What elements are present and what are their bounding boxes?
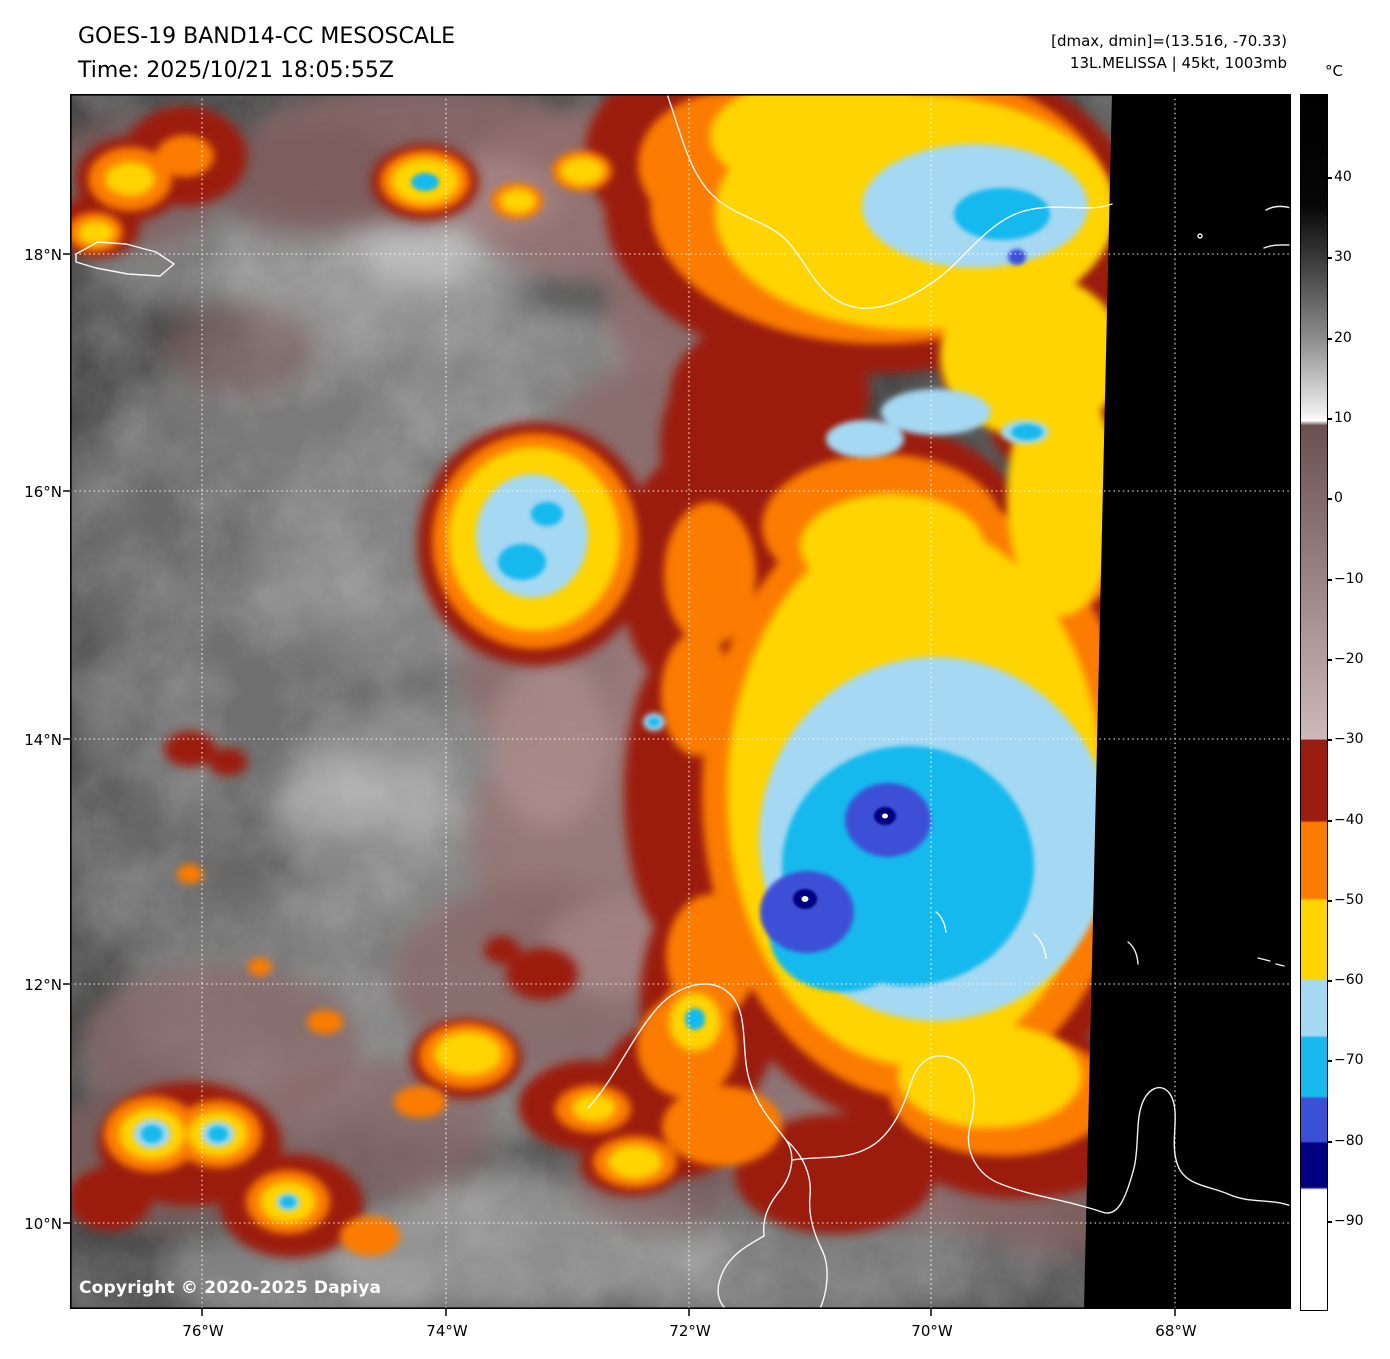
lon-label-72w: 72°W bbox=[669, 1322, 711, 1340]
colorbar-tick-m30: −30 bbox=[1327, 731, 1364, 747]
coastline-puerto-rico-north bbox=[1265, 205, 1291, 211]
colorbar-unit: °C bbox=[1325, 62, 1343, 80]
colorbar-tick-30: 30 bbox=[1327, 249, 1352, 265]
coastline-guajira-venezuela bbox=[587, 983, 793, 1237]
coastline-hispaniola-south bbox=[666, 94, 1113, 309]
info-block: [dmax, dmin]=(13.516, -70.33) 13L.MELISS… bbox=[1051, 30, 1287, 74]
colorbar-tick-m40: −40 bbox=[1327, 812, 1364, 828]
copyright: Copyright © 2020-2025 Dapiya bbox=[79, 1278, 382, 1298]
colorbar-tick-m90: −90 bbox=[1327, 1213, 1364, 1229]
coastline-maracaibo-west bbox=[717, 1235, 765, 1309]
coastline-maracaibo-east bbox=[785, 1139, 828, 1309]
colorbar-tick-m60: −60 bbox=[1327, 972, 1364, 988]
island-bonaire bbox=[1127, 941, 1139, 965]
scan-edge-black-band bbox=[1084, 94, 1291, 1309]
title-block: GOES-19 BAND14-CC MESOSCALE Time: 2025/1… bbox=[78, 20, 455, 88]
islands-los-roques bbox=[1257, 957, 1285, 967]
lon-label-76w: 76°W bbox=[182, 1322, 224, 1340]
coastline-puerto-rico-south bbox=[1263, 244, 1291, 249]
colorbar bbox=[1300, 94, 1328, 1311]
coastlines bbox=[75, 94, 1291, 1309]
colorbar-tick-m80: −80 bbox=[1327, 1133, 1364, 1149]
coastline-venezuela-east bbox=[791, 1055, 1291, 1214]
colorbar-gradient bbox=[1301, 95, 1327, 1310]
island-curacao bbox=[1033, 933, 1047, 959]
lat-label-14n: 14°N bbox=[24, 731, 62, 749]
colorbar-tick-m10: −10 bbox=[1327, 571, 1364, 587]
storm-info: 13L.MELISSA | 45kt, 1003mb bbox=[1069, 54, 1287, 72]
lon-label-70w: 70°W bbox=[911, 1322, 953, 1340]
axis-ticks bbox=[63, 253, 1176, 1316]
colorbar-tick-m20: −20 bbox=[1327, 651, 1364, 667]
island-mona bbox=[1197, 233, 1203, 239]
lon-label-74w: 74°W bbox=[426, 1322, 468, 1340]
colorbar-tick-20: 20 bbox=[1327, 330, 1352, 346]
grid-lines bbox=[70, 94, 1291, 1309]
dmax-dmin-readout: [dmax, dmin]=(13.516, -70.33) bbox=[1051, 32, 1287, 50]
overlay-core-white bbox=[801, 813, 888, 902]
figure-time: Time: 2025/10/21 18:05:55Z bbox=[78, 58, 394, 83]
colorbar-tick-m50: −50 bbox=[1327, 892, 1364, 908]
lat-label-12n: 12°N bbox=[24, 976, 62, 994]
satellite-map-canvas bbox=[63, 94, 1292, 1316]
coastline-jamaica bbox=[75, 241, 175, 277]
colorbar-tick-40: 40 bbox=[1327, 169, 1352, 185]
lat-label-18n: 18°N bbox=[24, 246, 62, 264]
colorbar-tick-0: 0 bbox=[1327, 490, 1343, 506]
colorbar-tick-10: 10 bbox=[1327, 410, 1352, 426]
lat-label-16n: 16°N bbox=[24, 483, 62, 501]
figure-title: GOES-19 BAND14-CC MESOSCALE bbox=[78, 24, 456, 49]
lon-label-68w: 68°W bbox=[1155, 1322, 1197, 1340]
colorbar-tick-m70: −70 bbox=[1327, 1052, 1364, 1068]
island-aruba bbox=[935, 911, 947, 933]
map-frame bbox=[70, 94, 1292, 1310]
map-area: Copyright © 2020-2025 Dapiya bbox=[63, 94, 1292, 1316]
lat-label-10n: 10°N bbox=[24, 1215, 62, 1233]
